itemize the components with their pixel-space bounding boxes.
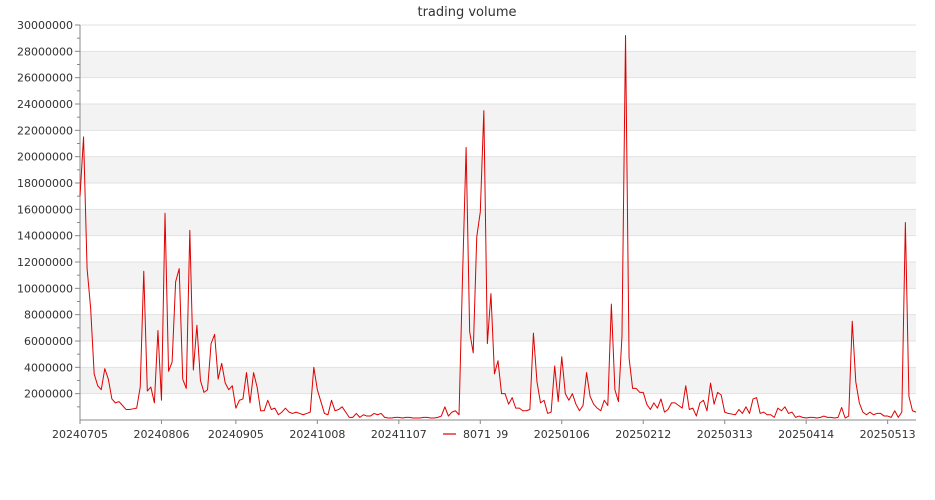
legend-background (437, 426, 497, 442)
x-tick-label: 20250106 (534, 428, 590, 441)
x-tick-label: 20241107 (371, 428, 427, 441)
y-tick-label: 10000000 (17, 282, 73, 295)
x-tick-label: 20241008 (289, 428, 345, 441)
grid-band (80, 262, 916, 289)
grid-band (80, 104, 916, 131)
y-tick-label: 2000000 (24, 388, 73, 401)
grid-band (80, 51, 916, 78)
y-tick-label: 30000000 (17, 19, 73, 32)
grid-band (80, 156, 916, 183)
y-tick-label: 14000000 (17, 230, 73, 243)
legend-label: 8071 (463, 428, 491, 441)
x-axis-ticks: 20240705 20240806 20240905 20241008 20241107… (52, 420, 916, 441)
x-tick-label: 20250313 (697, 428, 753, 441)
gridlines (80, 24, 916, 395)
series-lines (79, 35, 917, 419)
x-tick-label: 20240806 (133, 428, 189, 441)
y-tick-label: 12000000 (17, 256, 73, 269)
y-tick-label: 18000000 (17, 177, 73, 190)
y-tick-label: 6000000 (24, 335, 73, 348)
y-tick-label: 26000000 (17, 72, 73, 85)
x-tick-label: 20250414 (778, 428, 834, 441)
y-tick-label: 22000000 (17, 124, 73, 137)
series-line (79, 35, 917, 419)
grid-band (80, 367, 916, 394)
y-tick-label: 4000000 (24, 361, 73, 374)
grid-band (80, 209, 916, 236)
y-tick-label: 8000000 (24, 309, 73, 322)
x-tick-label: 20240705 (52, 428, 108, 441)
y-tick-label: 20000000 (17, 151, 73, 164)
y-axis-ticks: 2000000 4000000 6000000 8000000 10000000 1200… (17, 19, 80, 408)
y-tick-label: 24000000 (17, 98, 73, 111)
legend: 8071 (437, 426, 497, 442)
x-tick-label: 20250212 (615, 428, 671, 441)
chart-title: trading volume (417, 5, 516, 20)
x-tick-label: 20250513 (860, 428, 916, 441)
grid-band (80, 314, 916, 341)
grid-bands (80, 51, 916, 394)
y-tick-label: 28000000 (17, 45, 73, 58)
x-tick-label: 20240905 (208, 428, 264, 441)
y-tick-label: 16000000 (17, 203, 73, 216)
